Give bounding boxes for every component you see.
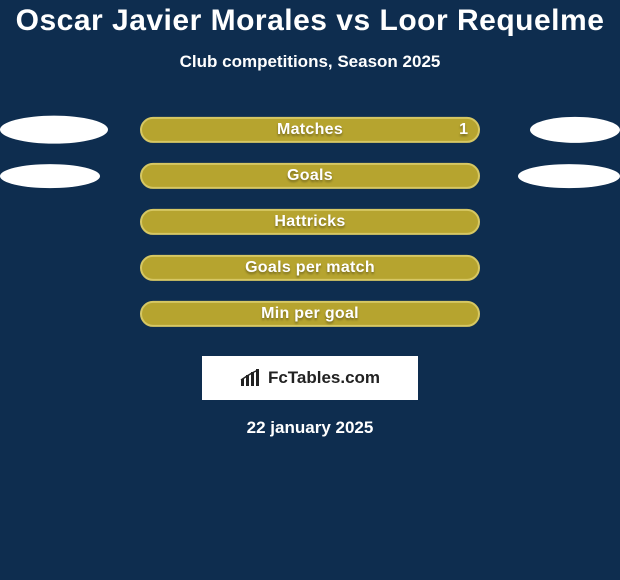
- right-marker: [530, 117, 620, 143]
- stat-row: Min per goal: [0, 294, 620, 340]
- left-marker: [0, 116, 108, 144]
- stat-row: Goals: [0, 156, 620, 202]
- stats-container: Matches 1 Goals Hattricks Goals per match Min…: [0, 110, 620, 340]
- stat-row: Hattricks: [0, 202, 620, 248]
- right-marker: [518, 164, 620, 188]
- stat-bar: Min per goal: [140, 301, 480, 327]
- brand-logo: FcTables.com: [202, 356, 418, 400]
- brand-logo-text: FcTables.com: [268, 368, 380, 388]
- stat-bar: Goals per match: [140, 255, 480, 281]
- stat-bar: Hattricks: [140, 209, 480, 235]
- stat-bar: Matches 1: [140, 117, 480, 143]
- stat-label: Hattricks: [274, 213, 345, 231]
- stat-bar: Goals: [140, 163, 480, 189]
- stat-row: Matches 1: [0, 110, 620, 156]
- bar-chart-icon: [240, 369, 262, 387]
- left-marker: [0, 164, 100, 188]
- stat-row: Goals per match: [0, 248, 620, 294]
- stat-label: Min per goal: [261, 305, 359, 323]
- stat-label: Matches: [277, 121, 343, 139]
- footer-date: 22 january 2025: [0, 418, 620, 438]
- stat-label: Goals per match: [245, 259, 375, 277]
- page-title: Oscar Javier Morales vs Loor Requelme: [0, 0, 620, 38]
- stat-value-right: 1: [459, 121, 468, 139]
- subtitle: Club competitions, Season 2025: [0, 52, 620, 72]
- stat-label: Goals: [287, 167, 333, 185]
